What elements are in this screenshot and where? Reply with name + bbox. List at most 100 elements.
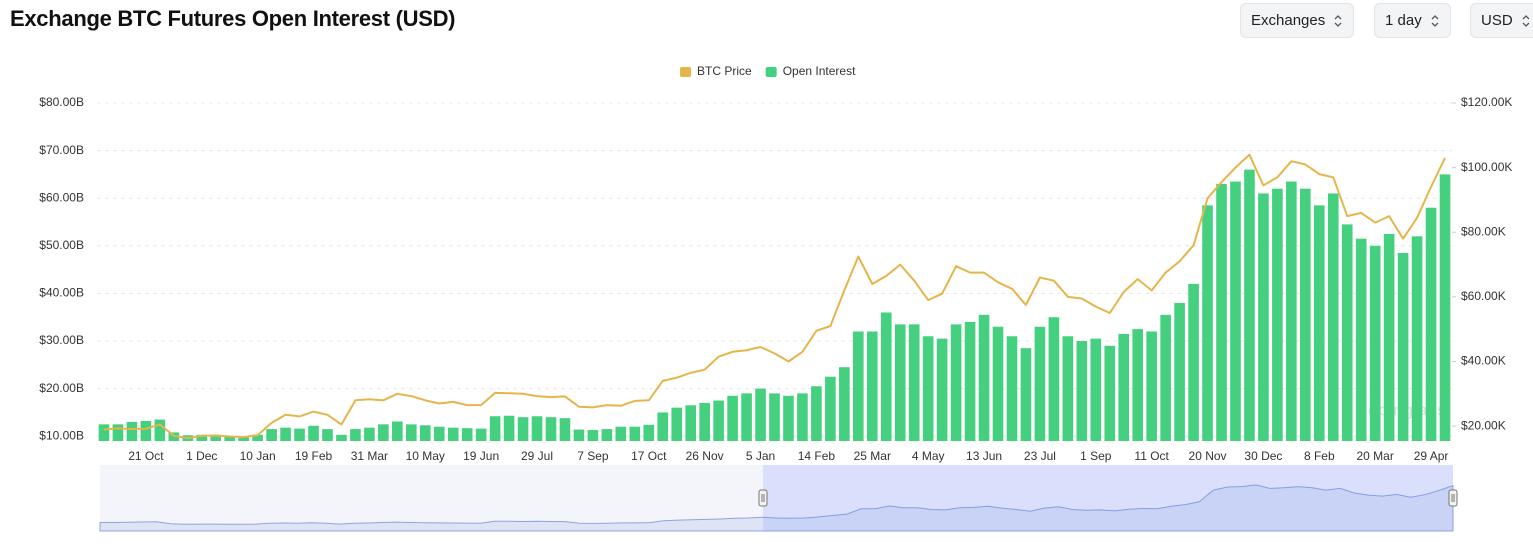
bar xyxy=(1076,341,1088,441)
bar xyxy=(713,400,724,441)
legend-swatch xyxy=(680,67,691,77)
price-line xyxy=(103,153,1446,440)
x-tick-label: 21 Oct xyxy=(128,449,164,463)
bar xyxy=(378,424,389,441)
legend-swatch xyxy=(765,67,777,77)
x-tick-label: 8 Feb xyxy=(1304,449,1335,463)
bar xyxy=(601,429,613,441)
bar xyxy=(1216,183,1227,442)
x-tick-label: 23 Jul xyxy=(1024,449,1056,463)
y2-tick-label: $80.00K xyxy=(1461,224,1506,238)
bar xyxy=(1286,181,1297,441)
bar xyxy=(727,395,738,441)
x-tick-label: 29 Apr xyxy=(1414,449,1449,463)
bar xyxy=(308,425,319,441)
bar xyxy=(992,326,1004,441)
bar xyxy=(1104,345,1116,441)
interval-select[interactable]: 1 day xyxy=(1374,3,1451,38)
x-tick-label: 29 Jul xyxy=(521,449,553,463)
bar xyxy=(1188,283,1199,441)
page-title: Exchange BTC Futures Open Interest (USD) xyxy=(10,6,456,31)
bar xyxy=(489,416,501,441)
bar xyxy=(294,428,305,441)
x-tick-label: 20 Mar xyxy=(1356,449,1393,463)
bar xyxy=(1300,188,1311,441)
x-tick-label: 1 Dec xyxy=(186,449,217,463)
x-tick-label: 19 Feb xyxy=(295,449,333,463)
y-tick-label: $30.00B xyxy=(39,333,84,347)
bar xyxy=(573,429,585,441)
y2-tick-label: $100.00K xyxy=(1461,160,1512,174)
x-tick-label: 19 Jun xyxy=(463,449,499,463)
bar xyxy=(1034,326,1046,441)
bar xyxy=(783,395,794,441)
bar xyxy=(1425,207,1437,441)
currency-select[interactable]: USD xyxy=(1470,3,1533,38)
chevron-icon xyxy=(1334,14,1342,27)
legend-item: Open Interest xyxy=(765,64,856,78)
x-tick-label: 20 Nov xyxy=(1189,449,1227,463)
bar xyxy=(405,424,417,441)
navigator-handle[interactable] xyxy=(758,489,768,507)
x-tick-label: 4 May xyxy=(912,449,945,463)
legend-item: BTC Price xyxy=(680,64,752,78)
bar xyxy=(657,412,669,441)
x-tick-label: 10 May xyxy=(406,449,445,463)
bar xyxy=(517,417,529,441)
bar xyxy=(755,388,766,441)
bar xyxy=(1327,193,1339,441)
navigator-selection xyxy=(763,465,1453,531)
bar xyxy=(1411,236,1423,441)
bar xyxy=(1439,174,1451,441)
bar xyxy=(112,424,124,441)
bar xyxy=(671,407,683,441)
bar xyxy=(126,421,138,441)
bar xyxy=(615,426,627,441)
bar xyxy=(98,424,110,441)
bar xyxy=(839,367,850,441)
bar xyxy=(1020,348,1032,441)
bar xyxy=(559,418,571,441)
bar xyxy=(531,416,543,441)
exchanges-select[interactable]: Exchanges xyxy=(1240,3,1355,38)
bar xyxy=(238,436,249,441)
bar xyxy=(280,427,291,441)
x-tick-label: 1 Sep xyxy=(1080,449,1112,463)
bar xyxy=(1062,336,1074,441)
bar xyxy=(1355,238,1367,441)
y-tick-label: $50.00B xyxy=(39,238,84,252)
button-label: 1 day xyxy=(1385,12,1422,29)
bar xyxy=(1272,188,1283,441)
bar xyxy=(894,324,906,441)
y2-tick-label: $60.00K xyxy=(1461,289,1506,303)
bar xyxy=(1369,245,1381,441)
bar xyxy=(1048,317,1060,441)
y-tick-label: $40.00B xyxy=(39,286,84,300)
bar xyxy=(1090,338,1102,441)
bar xyxy=(140,421,152,441)
bar xyxy=(825,376,836,441)
bar xyxy=(1132,329,1144,441)
navigator-handle[interactable] xyxy=(1448,489,1458,507)
bar xyxy=(685,405,696,441)
bar xyxy=(1313,205,1325,441)
bar xyxy=(769,393,780,441)
bar xyxy=(1160,314,1171,441)
bar xyxy=(336,434,347,441)
bar xyxy=(880,312,892,441)
button-label: Exchanges xyxy=(1251,12,1326,29)
bar xyxy=(1258,193,1269,441)
x-tick-label: 26 Nov xyxy=(686,449,724,463)
x-tick-label: 11 Oct xyxy=(1134,449,1169,463)
bar xyxy=(1006,336,1018,441)
y-tick-label: $60.00B xyxy=(39,190,84,204)
x-tick-label: 10 Jan xyxy=(240,449,276,463)
bar xyxy=(908,324,920,441)
legend-label: BTC Price xyxy=(697,64,752,78)
bar xyxy=(364,427,375,441)
bar xyxy=(419,425,431,441)
y-tick-label: $10.00B xyxy=(39,428,84,442)
bar xyxy=(629,426,641,441)
bar xyxy=(1118,333,1130,441)
bar xyxy=(741,393,752,441)
